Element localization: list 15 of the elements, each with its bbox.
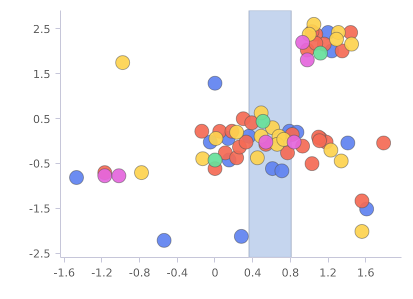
x-tick-label: -0.8 bbox=[128, 266, 150, 280]
x-tick-label: 1.2 bbox=[319, 266, 337, 280]
x-tick-label: -1.6 bbox=[54, 266, 76, 280]
y-tick-label: -2.5 bbox=[29, 248, 51, 261]
x-tick-label: 0.8 bbox=[282, 266, 300, 280]
y-tick-label: 1.5 bbox=[33, 68, 51, 81]
x-tick-label: 1.6 bbox=[356, 266, 374, 280]
x-tick-label: -0.4 bbox=[166, 266, 188, 280]
y-tick-label: 2.5 bbox=[33, 22, 51, 36]
x-tick-label: 0.4 bbox=[244, 266, 262, 280]
x-tick-label: -1.2 bbox=[91, 266, 113, 280]
x-tick-label: 0 bbox=[211, 266, 218, 280]
y-tick-label: 0.5 bbox=[33, 112, 51, 126]
y-tick-label: -0.5 bbox=[29, 158, 51, 171]
y-tick-label: -1.5 bbox=[29, 202, 51, 216]
